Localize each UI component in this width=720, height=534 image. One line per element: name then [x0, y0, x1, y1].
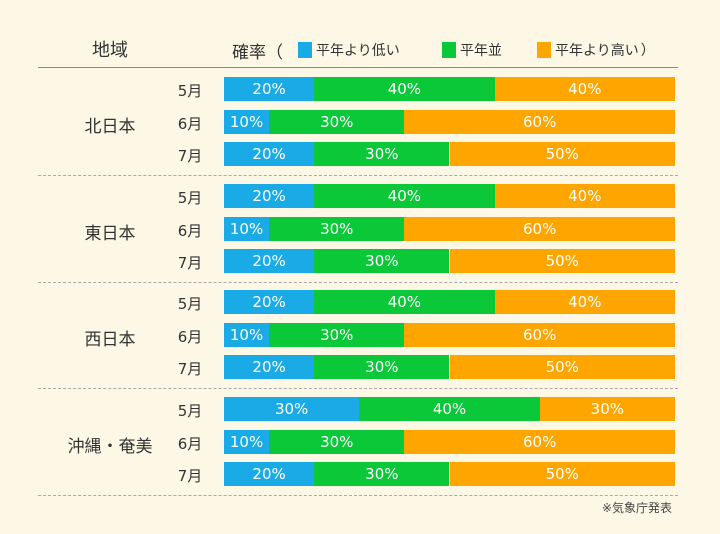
- bar-below-normal: 20%: [224, 290, 315, 314]
- group-divider: [38, 387, 678, 389]
- bar-normal: 30%: [314, 249, 450, 273]
- header-divider: [38, 67, 678, 68]
- region-label: 北日本: [84, 116, 136, 137]
- bar-below-normal: 10%: [224, 216, 270, 241]
- bar-normal: 30%: [269, 109, 405, 134]
- bar-below-normal: 10%: [224, 429, 270, 454]
- legend-below: 平年より低い: [298, 40, 400, 60]
- legend-swatch: [537, 42, 551, 58]
- bar-below-normal: 20%: [224, 249, 315, 273]
- month-label: 7月: [177, 147, 203, 165]
- month-label: 7月: [177, 467, 203, 485]
- header-close: ）: [640, 43, 655, 59]
- month-label: 5月: [177, 189, 203, 207]
- month-label: 5月: [177, 295, 203, 313]
- source-note: ※気象庁発表: [601, 501, 672, 515]
- month-label: 6月: [177, 221, 203, 240]
- month-label: 6月: [177, 114, 203, 133]
- bar-normal: 30%: [314, 142, 450, 166]
- header-region: 地域: [92, 40, 128, 61]
- legend-normal: 平年並: [442, 40, 502, 60]
- bar-below-normal: 20%: [224, 142, 315, 166]
- month-label: 6月: [177, 434, 203, 453]
- legend-swatch: [442, 42, 456, 58]
- bar-above-normal: 40%: [494, 77, 675, 101]
- month-label: 7月: [177, 254, 203, 272]
- region-label: 沖縄・奄美: [67, 436, 153, 457]
- bar-below-normal: 20%: [224, 184, 315, 208]
- bar-above-normal: 50%: [449, 249, 675, 273]
- bar-normal: 30%: [314, 355, 450, 379]
- bar-above-normal: 40%: [494, 184, 675, 208]
- month-label: 5月: [177, 82, 203, 100]
- legend-label: 平年より低い: [316, 43, 400, 59]
- bar-above-normal: 50%: [449, 462, 675, 486]
- bar-above-normal: 40%: [494, 290, 675, 314]
- bar-above-normal: 50%: [449, 142, 675, 166]
- bar-below-normal: 10%: [224, 109, 270, 134]
- bar-below-normal: 20%: [224, 355, 315, 379]
- bar-normal: 30%: [269, 322, 405, 347]
- legend-label: 平年並: [460, 43, 502, 59]
- bar-normal: 30%: [269, 429, 405, 454]
- bar-below-normal: 30%: [224, 397, 360, 421]
- bar-below-normal: 20%: [224, 77, 315, 101]
- bar-above-normal: 60%: [404, 322, 675, 347]
- bar-normal: 30%: [314, 462, 450, 486]
- legend-swatch: [298, 42, 312, 58]
- bar-above-normal: 30%: [539, 397, 675, 421]
- bar-above-normal: 50%: [449, 355, 675, 379]
- region-label: 西日本: [84, 329, 136, 350]
- month-label: 7月: [177, 360, 203, 378]
- header-probability: 確率（: [232, 43, 283, 63]
- legend-above: 平年より高い）: [537, 40, 655, 60]
- bar-above-normal: 60%: [404, 216, 675, 241]
- legend-label: 平年より高い: [555, 43, 639, 59]
- bar-above-normal: 60%: [404, 429, 675, 454]
- bar-below-normal: 20%: [224, 462, 315, 486]
- group-divider: [38, 174, 678, 176]
- group-divider: [38, 494, 678, 496]
- bar-normal: 40%: [314, 290, 495, 314]
- bar-normal: 40%: [314, 184, 495, 208]
- month-label: 5月: [177, 402, 203, 420]
- month-label: 6月: [177, 327, 203, 346]
- region-label: 東日本: [84, 223, 136, 244]
- bar-above-normal: 60%: [404, 109, 675, 134]
- bar-normal: 40%: [314, 77, 495, 101]
- bar-below-normal: 10%: [224, 322, 270, 347]
- bar-normal: 40%: [359, 397, 540, 421]
- group-divider: [38, 281, 678, 283]
- bar-normal: 30%: [269, 216, 405, 241]
